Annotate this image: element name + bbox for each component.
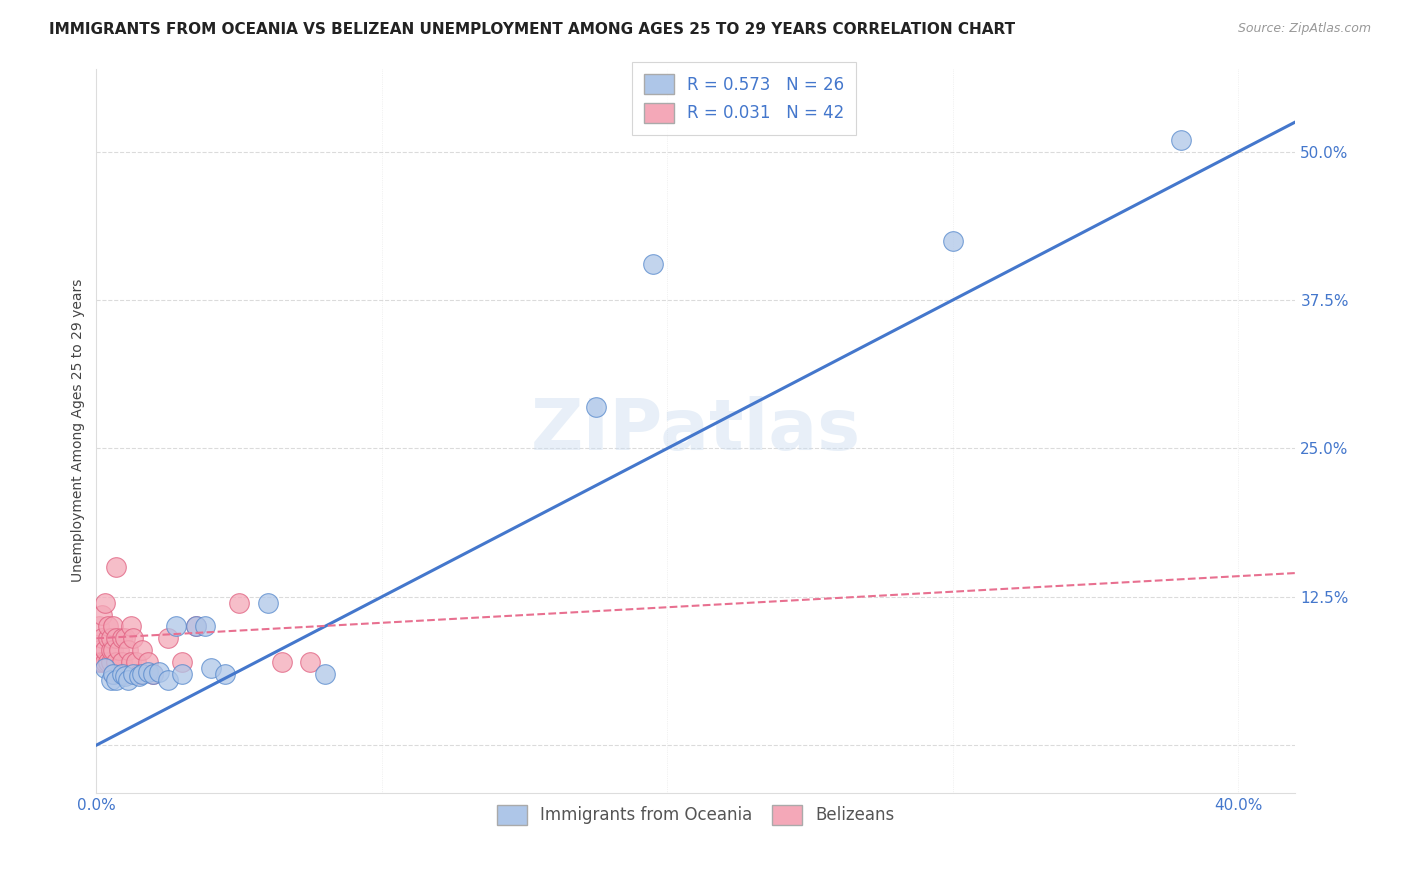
Text: IMMIGRANTS FROM OCEANIA VS BELIZEAN UNEMPLOYMENT AMONG AGES 25 TO 29 YEARS CORRE: IMMIGRANTS FROM OCEANIA VS BELIZEAN UNEM…: [49, 22, 1015, 37]
Text: ZIPatlas: ZIPatlas: [531, 396, 860, 465]
Legend: Immigrants from Oceania, Belizeans: Immigrants from Oceania, Belizeans: [486, 795, 905, 835]
Point: [103, 643, 125, 657]
Point: [111, 632, 134, 646]
Point: [100, 632, 122, 646]
Point: [131, 643, 153, 657]
Point: [100, 655, 122, 669]
Point: [111, 655, 134, 669]
Point: [120, 655, 142, 669]
Point: [186, 619, 208, 633]
Point: [299, 655, 322, 669]
Point: [148, 665, 170, 679]
Point: [94, 655, 117, 669]
Point: [103, 619, 125, 633]
Point: [170, 655, 193, 669]
Point: [91, 607, 114, 622]
Point: [142, 667, 165, 681]
Point: [100, 643, 122, 657]
Point: [142, 667, 165, 681]
Point: [97, 619, 120, 633]
Point: [89, 619, 111, 633]
Y-axis label: Unemployment Among Ages 25 to 29 years: Unemployment Among Ages 25 to 29 years: [72, 279, 86, 582]
Point: [103, 667, 125, 681]
Point: [89, 655, 111, 669]
Point: [271, 655, 294, 669]
Point: [1170, 133, 1192, 147]
Point: [136, 655, 159, 669]
Point: [186, 619, 208, 633]
Point: [94, 596, 117, 610]
Point: [131, 667, 153, 681]
Point: [214, 667, 236, 681]
Text: Source: ZipAtlas.com: Source: ZipAtlas.com: [1237, 22, 1371, 36]
Point: [94, 661, 117, 675]
Point: [256, 596, 278, 610]
Point: [94, 643, 117, 657]
Point: [122, 667, 145, 681]
Point: [108, 643, 131, 657]
Point: [105, 673, 128, 687]
Point: [125, 655, 148, 669]
Point: [91, 632, 114, 646]
Point: [942, 234, 965, 248]
Point: [136, 665, 159, 679]
Point: [114, 632, 136, 646]
Point: [97, 655, 120, 669]
Point: [585, 400, 607, 414]
Point: [103, 667, 125, 681]
Point: [120, 619, 142, 633]
Point: [314, 667, 336, 681]
Point: [194, 619, 217, 633]
Point: [128, 667, 150, 681]
Point: [200, 661, 222, 675]
Point: [100, 673, 122, 687]
Point: [156, 673, 179, 687]
Point: [108, 667, 131, 681]
Point: [170, 667, 193, 681]
Point: [117, 643, 139, 657]
Point: [105, 560, 128, 574]
Point: [114, 667, 136, 681]
Point: [97, 632, 120, 646]
Point: [122, 632, 145, 646]
Point: [105, 632, 128, 646]
Point: [156, 632, 179, 646]
Point: [105, 655, 128, 669]
Point: [128, 669, 150, 683]
Point: [89, 643, 111, 657]
Point: [111, 667, 134, 681]
Point: [91, 655, 114, 669]
Point: [114, 669, 136, 683]
Point: [117, 673, 139, 687]
Point: [228, 596, 250, 610]
Point: [165, 619, 187, 633]
Point: [641, 257, 664, 271]
